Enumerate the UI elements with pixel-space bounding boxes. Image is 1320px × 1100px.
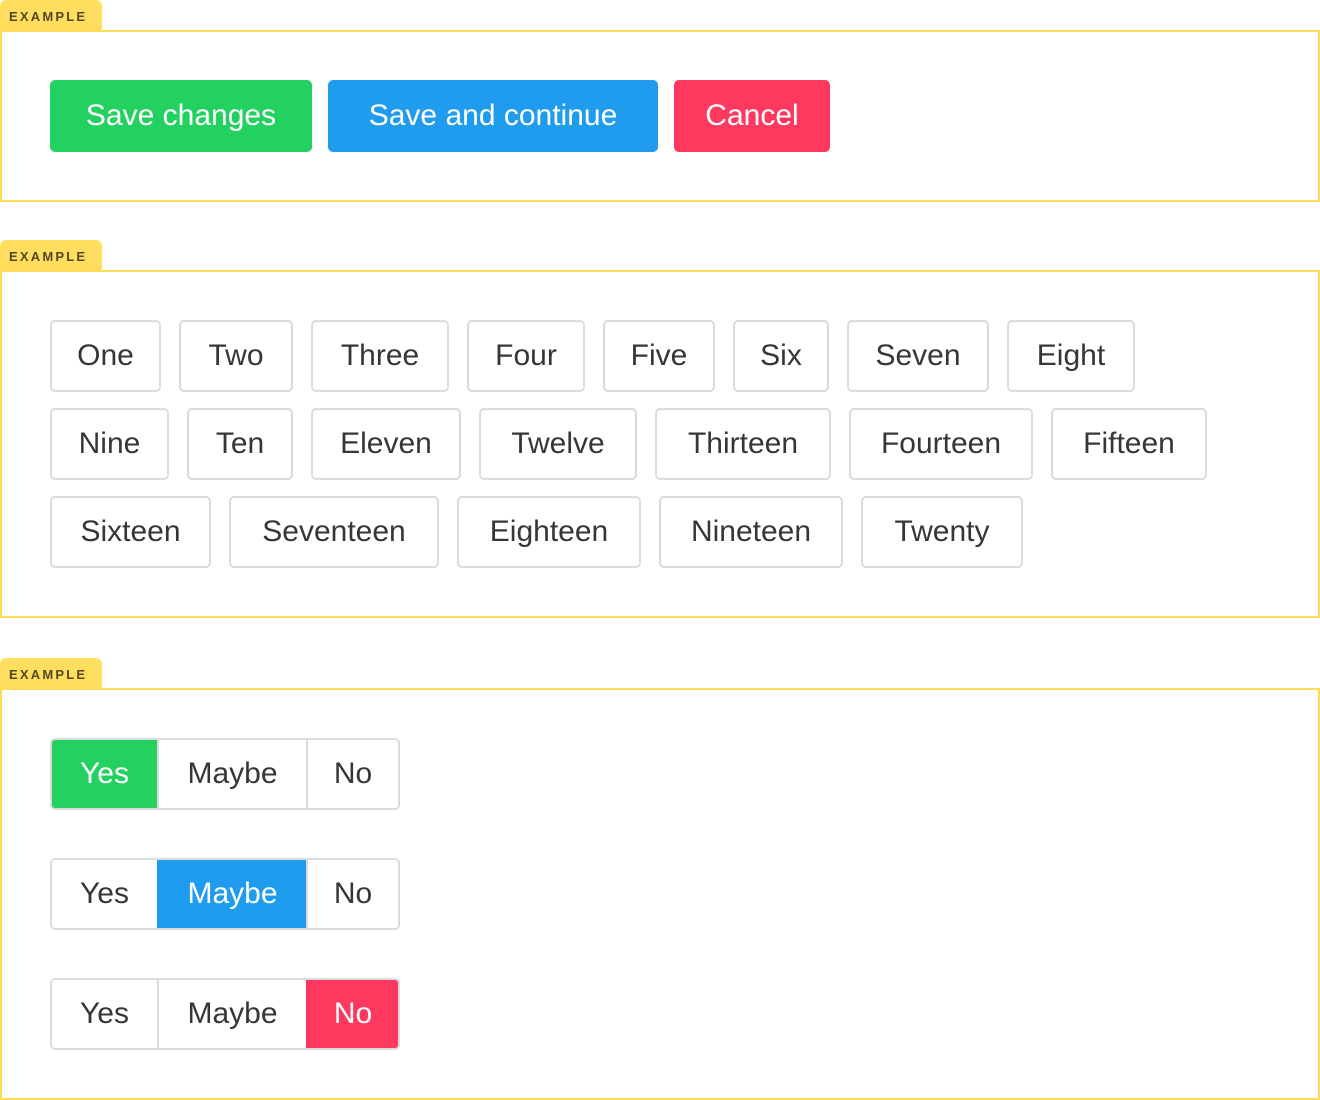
- option-no[interactable]: No: [306, 980, 398, 1048]
- tag-eleven[interactable]: Eleven: [311, 408, 461, 480]
- tag-nine[interactable]: Nine: [50, 408, 169, 480]
- option-maybe[interactable]: Maybe: [157, 860, 306, 928]
- example-label: EXAMPLE: [0, 0, 102, 32]
- tag-ten[interactable]: Ten: [187, 408, 293, 480]
- cancel-button[interactable]: Cancel: [674, 80, 830, 152]
- option-maybe[interactable]: Maybe: [157, 740, 306, 808]
- example-box-buttons: [0, 30, 1320, 202]
- tag-fifteen[interactable]: Fifteen: [1051, 408, 1207, 480]
- tag-thirteen[interactable]: Thirteen: [655, 408, 831, 480]
- option-yes[interactable]: Yes: [52, 980, 157, 1048]
- option-yes[interactable]: Yes: [52, 740, 157, 808]
- option-maybe[interactable]: Maybe: [157, 980, 306, 1048]
- tag-fourteen[interactable]: Fourteen: [849, 408, 1033, 480]
- choice-group-3: Yes Maybe No: [50, 978, 400, 1050]
- tag-three[interactable]: Three: [311, 320, 449, 392]
- tag-eight[interactable]: Eight: [1007, 320, 1135, 392]
- tag-two[interactable]: Two: [179, 320, 293, 392]
- tag-twelve[interactable]: Twelve: [479, 408, 637, 480]
- tag-seven[interactable]: Seven: [847, 320, 989, 392]
- tag-four[interactable]: Four: [467, 320, 585, 392]
- tag-sixteen[interactable]: Sixteen: [50, 496, 211, 568]
- example-box-segmented: [0, 688, 1320, 1100]
- choice-group-2: Yes Maybe No: [50, 858, 400, 930]
- example-label: EXAMPLE: [0, 240, 102, 272]
- option-yes[interactable]: Yes: [52, 860, 157, 928]
- tag-five[interactable]: Five: [603, 320, 715, 392]
- option-no[interactable]: No: [306, 740, 398, 808]
- tag-seventeen[interactable]: Seventeen: [229, 496, 439, 568]
- tag-one[interactable]: One: [50, 320, 161, 392]
- option-no[interactable]: No: [306, 860, 398, 928]
- save-changes-button[interactable]: Save changes: [50, 80, 312, 152]
- tag-twenty[interactable]: Twenty: [861, 496, 1023, 568]
- example-label: EXAMPLE: [0, 658, 102, 690]
- tag-eighteen[interactable]: Eighteen: [457, 496, 641, 568]
- example-box-tags: [0, 270, 1320, 618]
- save-and-continue-button[interactable]: Save and continue: [328, 80, 658, 152]
- tag-six[interactable]: Six: [733, 320, 829, 392]
- choice-group-1: Yes Maybe No: [50, 738, 400, 810]
- tag-nineteen[interactable]: Nineteen: [659, 496, 843, 568]
